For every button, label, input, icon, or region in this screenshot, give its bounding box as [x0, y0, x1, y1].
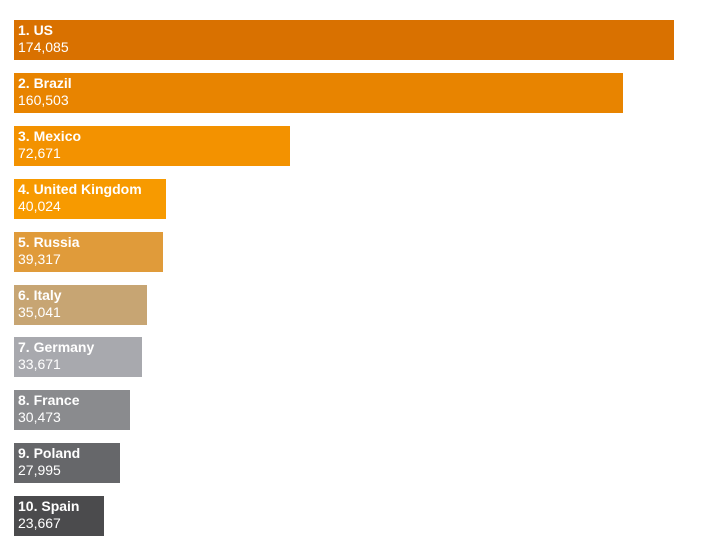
bar-value-label: 27,995 — [18, 462, 61, 478]
bar-1: 1. US 174,085 — [14, 20, 674, 60]
bar-9: 9. Poland 27,995 — [14, 443, 120, 483]
bar-label: 1. US — [18, 22, 54, 38]
bar-label: 4. United Kingdom — [18, 181, 142, 197]
bar-value-label: 33,671 — [18, 356, 61, 372]
bar-label: 5. Russia — [18, 234, 80, 250]
bar-label: 9. Poland — [18, 445, 81, 461]
bar-value-label: 30,473 — [18, 409, 61, 425]
bar-label: 8. France — [18, 392, 80, 408]
bar-value-label: 23,667 — [18, 515, 61, 531]
bar-value-label: 160,503 — [18, 92, 69, 108]
bar-5: 5. Russia 39,317 — [14, 232, 163, 272]
bar-label: 2. Brazil — [18, 75, 72, 91]
bar-label: 7. Germany — [18, 339, 95, 355]
bar-label: 3. Mexico — [18, 128, 82, 144]
bar-7: 7. Germany 33,671 — [14, 337, 142, 377]
bar-2: 2. Brazil 160,503 — [14, 73, 623, 113]
bar-8: 8. France 30,473 — [14, 390, 130, 430]
bar-value-label: 39,317 — [18, 251, 61, 267]
bar-value-label: 35,041 — [18, 304, 61, 320]
bar-value-label: 72,671 — [18, 145, 61, 161]
bar-value-label: 174,085 — [18, 39, 69, 55]
bar-10: 10. Spain 23,667 — [14, 496, 104, 536]
bar-6: 6. Italy 35,041 — [14, 285, 147, 325]
bar-label: 10. Spain — [18, 498, 80, 514]
bar-value-label: 40,024 — [18, 198, 61, 214]
bar-3: 3. Mexico 72,671 — [14, 126, 290, 166]
bar-4: 4. United Kingdom 40,024 — [14, 179, 166, 219]
bar-label: 6. Italy — [18, 287, 62, 303]
